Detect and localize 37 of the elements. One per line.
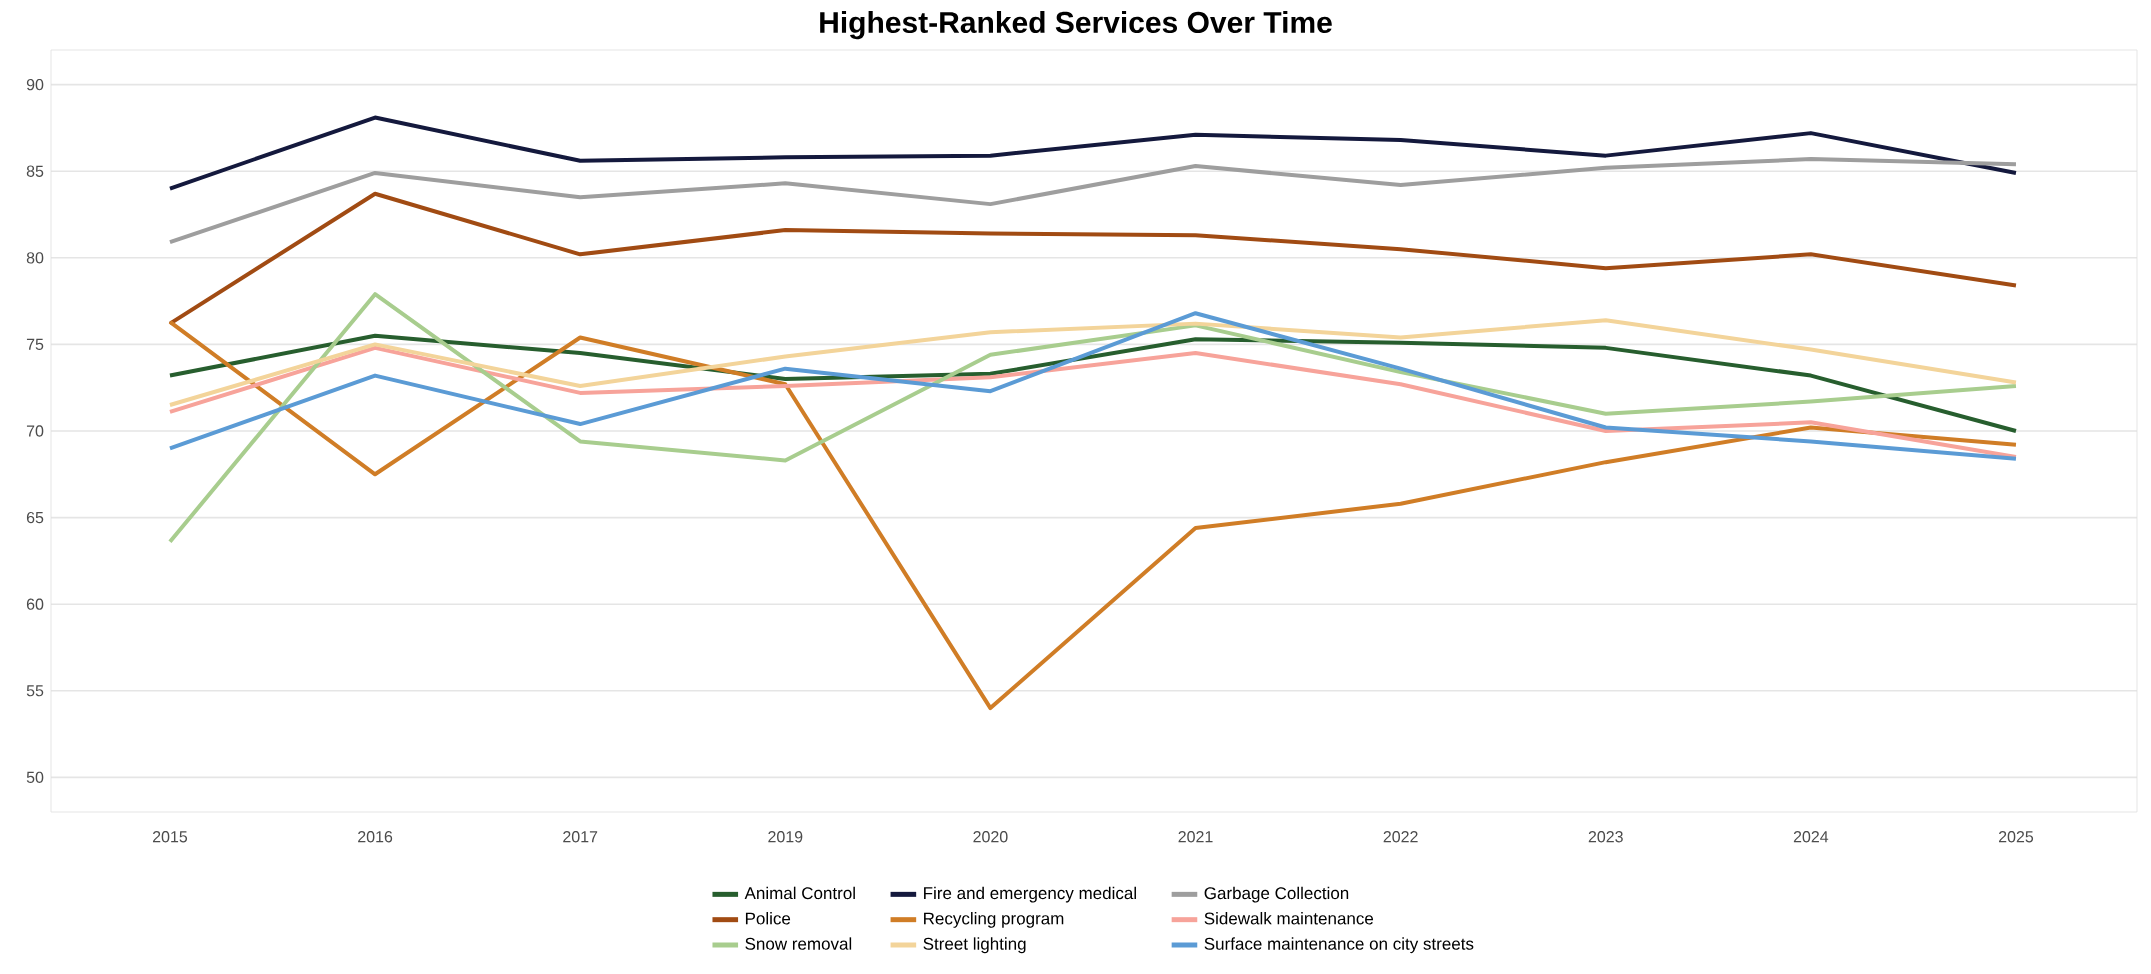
y-tick-label: 50	[26, 771, 44, 784]
x-tick-label: 2015	[152, 831, 188, 843]
legend-label: Animal Control	[744, 886, 855, 900]
x-tick-label: 2022	[1383, 831, 1418, 843]
x-tick-label: 2019	[768, 831, 803, 843]
line-series	[167, 157, 2018, 245]
legend-label: Garbage Collection	[1204, 886, 1349, 903]
x-tick-label: 2016	[358, 831, 393, 843]
line-series	[167, 319, 2018, 711]
x-tick-label: 2021	[1178, 831, 1213, 843]
chart-title: Highest-Ranked Services Over Time	[820, 11, 1332, 40]
y-tick-label: 55	[26, 685, 44, 697]
legend-label: Police	[745, 912, 791, 925]
y-tick-label: 60	[26, 598, 44, 610]
y-tick-label: 75	[26, 338, 44, 350]
legend-label: Recycling program	[924, 912, 1064, 928]
y-tick-label: 80	[26, 252, 44, 264]
legend-label: Fire and emergency medical	[924, 886, 1136, 903]
y-tick-label: 65	[26, 511, 44, 524]
line-series	[167, 115, 2018, 191]
line-series	[167, 311, 2018, 461]
line-series	[167, 345, 2018, 459]
legend-label: Surface maintenance on city streets	[1204, 937, 1474, 954]
y-tick-label: 70	[26, 425, 44, 437]
x-tick-label: 2020	[973, 831, 1008, 843]
legend-label: Snow removal	[745, 937, 852, 950]
x-tick-label: 2025	[1998, 831, 2034, 843]
x-tick-label: 2023	[1588, 831, 1623, 843]
y-tick-label: 85	[26, 165, 44, 177]
x-tick-label: 2024	[1793, 831, 1829, 843]
legend-label: Sidewalk maintenance	[1204, 912, 1374, 925]
line-series	[167, 292, 2018, 544]
line-series	[167, 333, 2018, 433]
legend-label: Street lighting	[923, 937, 1026, 954]
y-tick-label: 90	[26, 78, 44, 91]
line-series	[167, 318, 2018, 408]
x-tick-label: 2017	[563, 831, 598, 843]
